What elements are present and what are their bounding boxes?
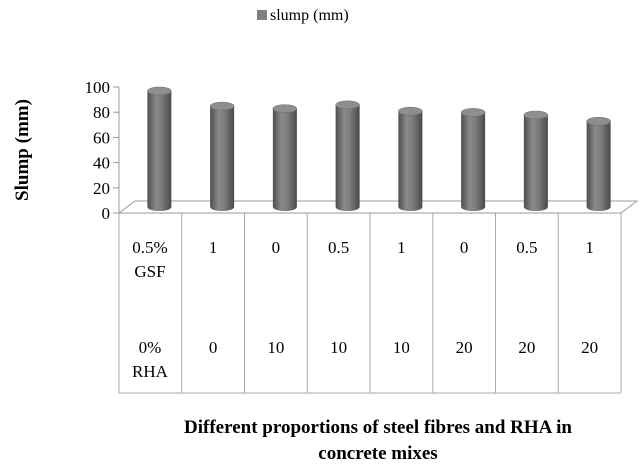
table-row-label: 0.5% GSF bbox=[132, 238, 167, 281]
table-row-label-line: 0% bbox=[139, 338, 162, 357]
legend-swatch bbox=[257, 10, 267, 20]
table-row-label-line: 0.5% bbox=[132, 238, 167, 257]
table-cell: 20 bbox=[518, 338, 535, 357]
x-axis-title: Different proportions of steel fibres an… bbox=[184, 417, 572, 464]
table-cell: 20 bbox=[456, 338, 473, 357]
table-row-label-line: RHA bbox=[132, 362, 169, 381]
bar-top bbox=[209, 101, 235, 111]
bar-top bbox=[586, 116, 611, 126]
bar-body bbox=[586, 121, 611, 211]
bar-body bbox=[523, 114, 548, 211]
bar-body bbox=[210, 106, 235, 211]
y-tick-label: 40 bbox=[93, 154, 110, 173]
table-row-label: 0% RHA bbox=[132, 338, 169, 381]
table-cell: 0 bbox=[209, 338, 218, 357]
table-cell: 1 bbox=[585, 238, 594, 257]
bar bbox=[147, 86, 172, 211]
y-tick-label: 100 bbox=[85, 78, 111, 97]
bar bbox=[460, 108, 486, 211]
legend: slump (mm) bbox=[257, 7, 349, 24]
y-tick-label: 0 bbox=[102, 204, 111, 223]
bar-top bbox=[147, 86, 172, 96]
bar-top bbox=[335, 100, 360, 110]
bar bbox=[398, 106, 423, 211]
y-tick-label: 20 bbox=[93, 179, 110, 198]
bars bbox=[147, 86, 611, 211]
table-cell: 0 bbox=[460, 238, 469, 257]
bar-top bbox=[398, 106, 423, 116]
table-cell: 1 bbox=[209, 238, 218, 257]
bar-body bbox=[461, 112, 486, 211]
table-cell: 0.5 bbox=[516, 238, 537, 257]
y-axis-title: Slump (mm) bbox=[12, 99, 33, 201]
bar bbox=[209, 101, 235, 211]
x-axis-title-line-2: concrete mixes bbox=[318, 443, 437, 464]
y-tick-label: 80 bbox=[93, 103, 110, 122]
bar bbox=[523, 110, 549, 211]
table-cell: 10 bbox=[330, 338, 347, 357]
table-cell: 1 bbox=[397, 238, 406, 257]
table-row-label-line: GSF bbox=[134, 262, 165, 281]
bar-top bbox=[523, 110, 549, 120]
bar-top bbox=[272, 104, 298, 113]
table-cell: 10 bbox=[267, 338, 284, 357]
bar bbox=[335, 100, 360, 211]
table-cell: 20 bbox=[581, 338, 598, 357]
legend-label: slump (mm) bbox=[270, 7, 349, 24]
bar-top bbox=[460, 108, 486, 117]
bar-body bbox=[272, 108, 297, 211]
y-ticks: 0 20 40 60 80 100 bbox=[85, 78, 119, 223]
bar bbox=[272, 104, 298, 211]
y-tick-label: 60 bbox=[93, 128, 110, 147]
bar bbox=[586, 116, 611, 211]
axis-layer bbox=[117, 87, 639, 214]
table-cell: 10 bbox=[393, 338, 410, 357]
bar-body bbox=[147, 91, 172, 211]
x-axis-title-line-1: Different proportions of steel fibres an… bbox=[184, 417, 572, 438]
floor-plane bbox=[117, 200, 639, 214]
table-cell: 0 bbox=[272, 238, 281, 257]
bar-body bbox=[335, 104, 360, 211]
bar-body bbox=[398, 111, 423, 211]
table-cell: 0.5 bbox=[328, 238, 349, 257]
